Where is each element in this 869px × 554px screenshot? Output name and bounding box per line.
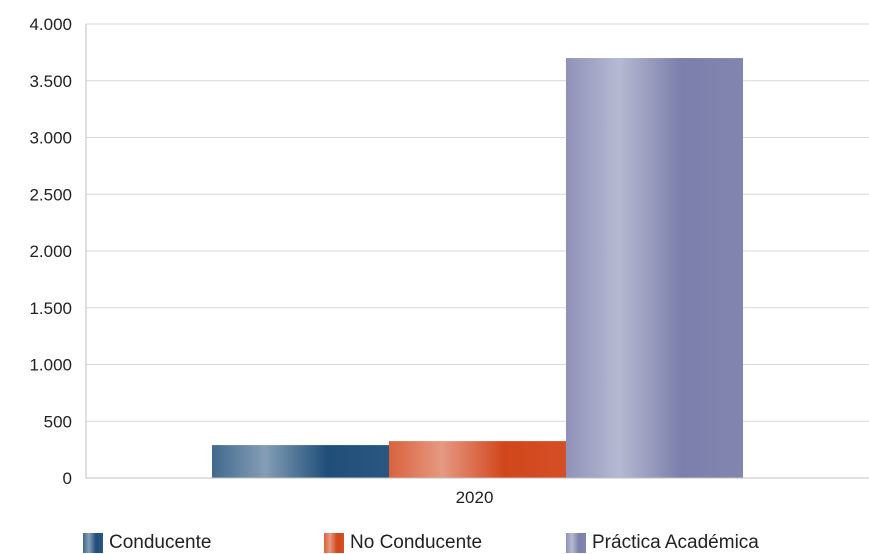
y-tick-label: 4.000 — [29, 15, 72, 34]
legend-label-conducente: Conducente — [109, 531, 212, 553]
legend-label-no-conducente: No Conducente — [350, 531, 483, 553]
y-tick-label: 1.000 — [29, 356, 72, 375]
legend-swatch-no-conducente — [324, 532, 344, 553]
y-tick-label: 1.500 — [29, 299, 72, 318]
legend-item-conducente: Conducente — [83, 531, 211, 554]
y-tick-label: 500 — [44, 412, 72, 431]
y-tick-label: 2.000 — [29, 242, 72, 261]
x-tick-label: 2020 — [456, 488, 494, 507]
bars — [212, 58, 743, 479]
bar-no-conducente — [389, 441, 566, 478]
legend-item-practica-academica: Práctica Académica — [566, 531, 759, 554]
y-tick-label: 3.500 — [29, 72, 72, 91]
bar-conducente — [212, 445, 389, 478]
legend-swatch-conducente — [83, 532, 103, 553]
x-tick-labels: 2020 — [456, 488, 494, 507]
legend-item-no-conducente: No Conducente — [324, 531, 482, 554]
legend-label-practica-academica: Práctica Académica — [592, 531, 759, 553]
legend: Conducente No Conducente Práctica Académ… — [0, 531, 869, 554]
y-tick-label: 0 — [63, 469, 72, 488]
legend-swatch-practica-academica — [566, 532, 586, 553]
y-tick-label: 2.500 — [29, 185, 72, 204]
y-tick-label: 3.000 — [29, 129, 72, 148]
axes — [85, 24, 869, 479]
bar-practica-academica — [566, 58, 743, 479]
gridlines — [86, 23, 869, 422]
y-tick-labels: 0 500 1.000 1.500 2.000 2.500 3.000 3.500 4.000 — [29, 15, 72, 488]
